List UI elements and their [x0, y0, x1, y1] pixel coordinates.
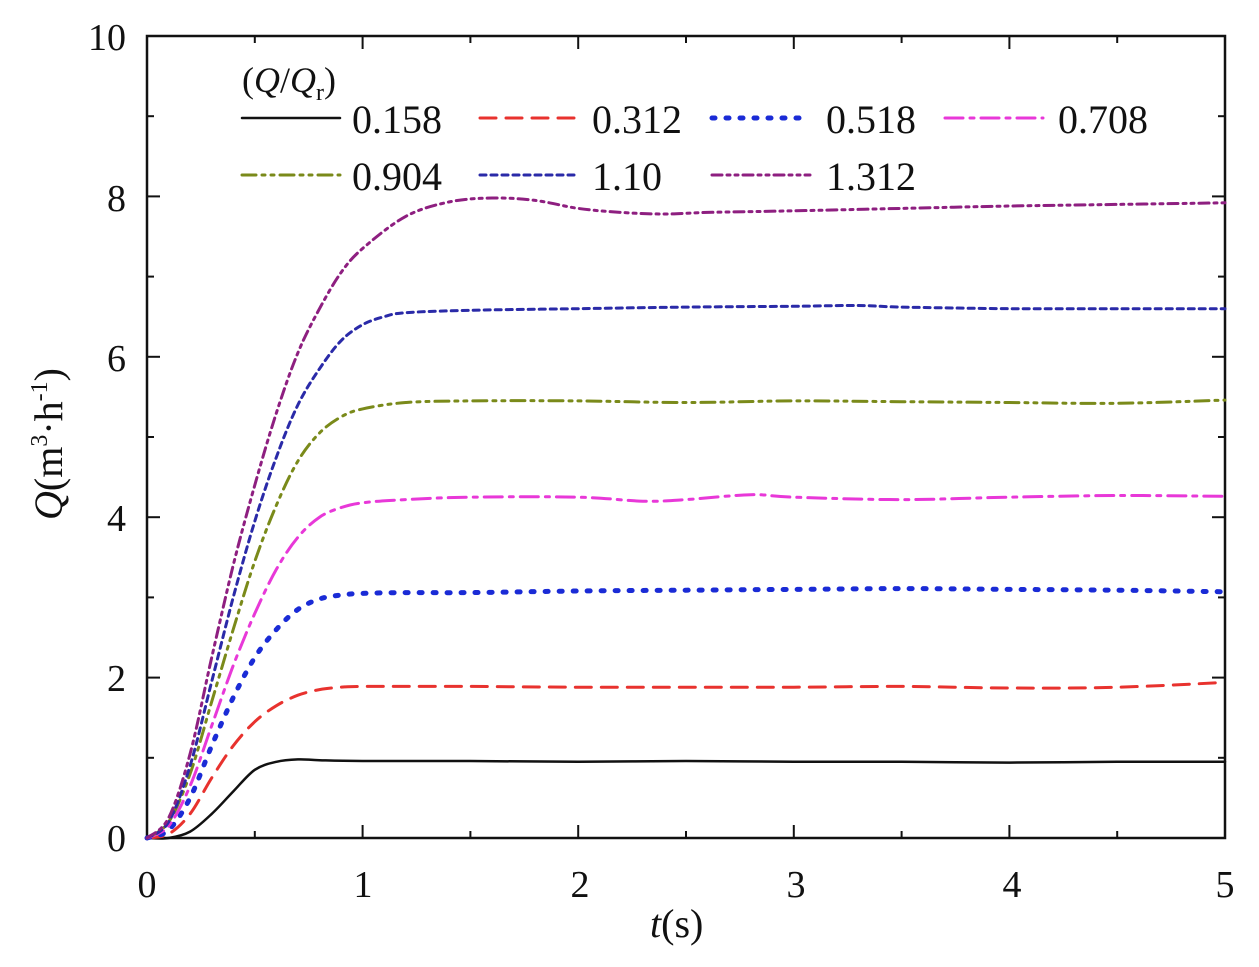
- legend-label: 0.312: [592, 97, 682, 142]
- y-axis-unit-mid: ·h: [26, 401, 71, 434]
- series-layer: [144, 196, 1228, 841]
- series-line: [145, 303, 1227, 840]
- y-axis-unit-close: ): [26, 368, 71, 381]
- legend-lines: [240, 115, 1045, 177]
- x-tick-label: 3: [787, 864, 806, 906]
- legend-title-var2: Q: [290, 60, 316, 100]
- series-line: [145, 398, 1227, 840]
- legend-title-var1: Q: [254, 60, 280, 100]
- series-line: [144, 586, 1228, 841]
- x-tick-label: 5: [1216, 864, 1235, 906]
- y-axis-unit-open: (m: [26, 447, 71, 491]
- legend-title-sub: r: [316, 80, 324, 106]
- y-tick-label: 0: [107, 818, 126, 860]
- legend-label: 0.518: [826, 97, 916, 142]
- y-tick-label: 4: [107, 498, 126, 540]
- legend-title-close: ): [324, 60, 336, 100]
- y-axis-sup1: 3: [27, 435, 53, 447]
- legend-label: 0.158: [352, 97, 442, 142]
- x-tick-label: 4: [1003, 864, 1022, 906]
- series-line: [145, 680, 1227, 840]
- series-line: [145, 758, 1227, 840]
- legend-label: 0.708: [1058, 97, 1148, 142]
- series-line: [145, 493, 1227, 840]
- legend-title-slash: /: [280, 60, 290, 100]
- legend-title: (Q/Qr): [242, 60, 336, 106]
- axis-ticks: [146, 35, 1226, 839]
- x-axis-title: t(s): [650, 901, 703, 946]
- legend-label: 1.10: [592, 154, 662, 199]
- x-tick-label: 2: [571, 864, 590, 906]
- y-axis-title: Q(m3·h-1): [26, 368, 71, 520]
- y-tick-label: 6: [107, 338, 126, 380]
- x-axis-unit: (s): [661, 901, 703, 946]
- legend-title-open: (: [242, 60, 254, 100]
- y-axis-sup2: -1: [27, 381, 53, 401]
- y-axis-var: Q: [26, 491, 71, 520]
- x-tick-label: 1: [354, 864, 373, 906]
- x-tick-label: 0: [138, 864, 157, 906]
- plot-frame: [145, 34, 1227, 840]
- series-line: [145, 196, 1227, 840]
- y-tick-label: 10: [88, 17, 126, 59]
- legend-label: 1.312: [826, 154, 916, 199]
- x-axis-var: t: [650, 901, 662, 946]
- y-tick-label: 8: [107, 178, 126, 220]
- legend-label: 0.904: [352, 154, 442, 199]
- y-tick-label: 2: [107, 658, 126, 700]
